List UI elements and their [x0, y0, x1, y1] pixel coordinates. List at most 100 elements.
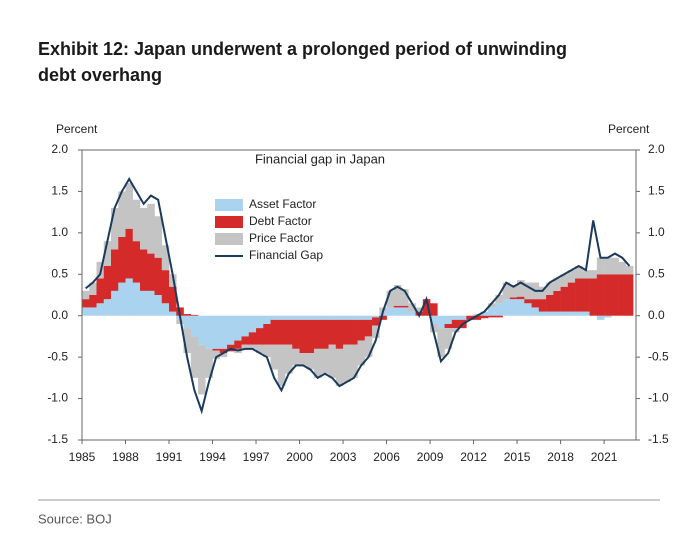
bar-segment	[401, 289, 409, 306]
bar-segment	[190, 314, 199, 316]
legend-label: Financial Gap	[249, 248, 323, 262]
bar-segment	[256, 344, 264, 353]
bar-segment	[343, 315, 351, 320]
bar-segment	[444, 328, 453, 349]
x-tick-label: 1997	[243, 450, 270, 464]
bar-segment	[212, 348, 221, 351]
bar-segment	[430, 315, 438, 324]
bar-segment	[219, 348, 228, 353]
bar-segment	[567, 282, 576, 312]
bar-segment	[263, 315, 271, 324]
bar-segment	[125, 278, 134, 316]
bar-segment	[328, 344, 337, 378]
y-tick-label: 0.5	[51, 266, 68, 280]
bar-segment	[256, 328, 264, 345]
bar-segment	[538, 286, 547, 300]
bar-segment	[618, 274, 627, 316]
bar-segment	[118, 191, 126, 237]
bar-segment	[625, 274, 634, 316]
bar-segment	[480, 311, 489, 316]
y2-tick-label: -0.5	[648, 349, 669, 363]
bar-segment	[161, 303, 170, 316]
bar-segment	[531, 299, 540, 308]
bar-segment	[132, 241, 141, 283]
bar-segment	[596, 315, 605, 320]
bar-segment	[372, 315, 380, 318]
bar-segment	[234, 340, 242, 349]
legend-label: Price Factor	[249, 231, 314, 245]
bar-segment	[430, 324, 438, 333]
bars	[82, 183, 634, 395]
bar-segment	[517, 280, 525, 297]
bar-segment	[524, 299, 532, 304]
bar-segment	[103, 241, 112, 266]
bar-segment	[270, 344, 279, 370]
bar-segment	[205, 348, 213, 378]
bar-segment	[263, 344, 271, 358]
legend-swatch	[215, 233, 243, 245]
bar-segment	[488, 315, 496, 318]
x-tick-label: 2009	[417, 450, 444, 464]
bar-segment	[256, 315, 264, 329]
bar-segment	[169, 286, 177, 312]
bar-segment	[292, 319, 300, 349]
bar-segment	[248, 344, 257, 349]
bar-segment	[364, 319, 373, 337]
bar-segment	[183, 314, 192, 316]
x-tick-label: 2021	[591, 450, 618, 464]
bar-segment	[466, 315, 474, 320]
bar-segment	[538, 311, 547, 316]
bar-segment	[198, 344, 206, 395]
bar-segment	[198, 315, 206, 345]
bar-segment	[538, 299, 547, 312]
bar-segment	[495, 303, 503, 316]
x-tick-label: 1991	[156, 450, 183, 464]
y-tick-label: -1.0	[47, 391, 68, 405]
y2-tick-label: -1.0	[648, 391, 669, 405]
x-tick-label: 1994	[199, 450, 226, 464]
bar-segment	[553, 290, 561, 312]
bar-segment	[343, 344, 351, 382]
bar-segment	[335, 315, 344, 320]
bar-segment	[321, 319, 329, 349]
bar-segment	[495, 315, 503, 318]
bar-segment	[132, 199, 141, 242]
bar-segment	[299, 319, 308, 353]
bar-segment	[357, 340, 366, 366]
bar-segment	[509, 297, 518, 300]
y-tick-label: -0.5	[47, 349, 68, 363]
x-tick-label: 2000	[286, 450, 313, 464]
y-tick-label: 0.0	[51, 308, 68, 322]
bar-segment	[285, 315, 293, 320]
bar-segment	[502, 299, 511, 316]
x-tick-label: 1985	[69, 450, 96, 464]
y2-tick-label: -1.5	[648, 432, 669, 446]
y2-tick-label: 1.0	[648, 225, 665, 239]
y2-tick-label: 0.0	[648, 308, 665, 322]
bar-segment	[335, 319, 344, 349]
bar-segment	[604, 315, 612, 318]
bar-segment	[531, 307, 540, 316]
legend-swatch	[215, 216, 243, 228]
bar-segment	[596, 274, 605, 316]
bar-segment	[82, 307, 90, 316]
bar-segment	[517, 296, 525, 300]
bar-segment	[509, 299, 518, 316]
bar-segment	[292, 348, 300, 366]
bar-segment	[277, 319, 286, 345]
bar-segment	[285, 319, 293, 345]
bar-segment	[524, 303, 532, 316]
bar-segment	[299, 315, 308, 320]
bar-segment	[234, 315, 242, 341]
bar-segment	[408, 311, 416, 316]
bar-segment	[357, 319, 366, 341]
bar-segment	[408, 303, 416, 312]
bar-segment	[125, 228, 134, 279]
bar-segment	[401, 305, 409, 308]
chart-subtitle: Financial gap in Japan	[255, 151, 385, 166]
bar-segment	[154, 257, 163, 295]
bar-segment	[553, 311, 561, 316]
y2-axis-label: Percent	[608, 122, 650, 136]
bar-segment	[509, 285, 518, 298]
bar-segment	[604, 257, 612, 275]
